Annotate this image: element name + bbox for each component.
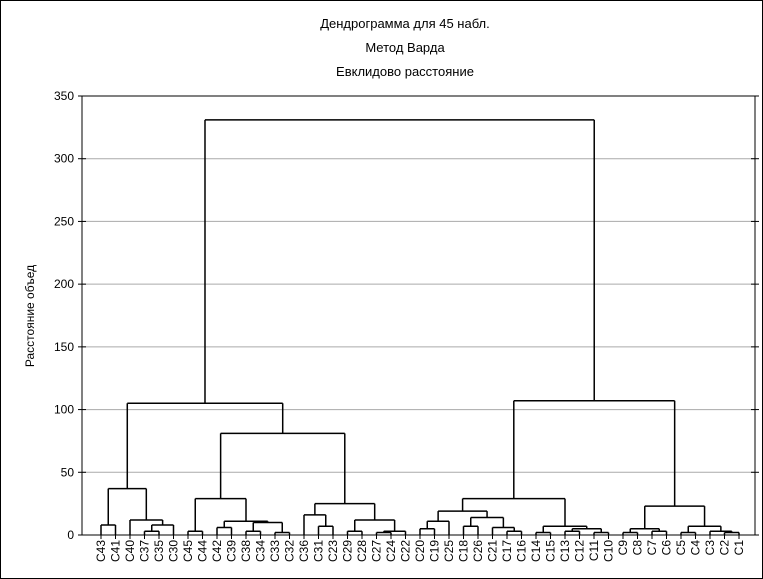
x-tick-label: C13 [558,540,572,562]
merge-link [100,524,117,535]
x-tick-label: C17 [500,540,514,562]
x-tick-label: C38 [239,540,253,562]
plot-frame [81,95,756,536]
x-tick-label: C20 [413,540,427,562]
y-tick-label: 250 [54,214,74,228]
merge-link [426,520,450,535]
x-tick-label: C37 [138,540,152,562]
x-tick-label: C16 [515,540,529,562]
x-tick-label: C21 [486,540,500,562]
x-tick-label: C7 [645,540,659,556]
y-tick-label: 50 [61,465,75,479]
chart-subtitle: Метод Варда [365,40,445,55]
x-tick-label: C39 [225,540,239,562]
x-tick-label: C28 [355,540,369,562]
x-tick-label: C30 [167,540,181,562]
y-axis-label: Расстояние объед [23,265,37,367]
x-tick-label: C2 [718,540,732,556]
merge-link [314,502,376,520]
merge-link [204,119,595,404]
y-tick-label: 0 [67,528,74,542]
y-tick-label: 200 [54,277,74,291]
x-tick-label: C34 [254,540,268,562]
x-tick-label: C8 [631,540,645,556]
x-tick-label: C4 [689,540,703,556]
x-tick-label: C12 [573,540,587,562]
merge-link [437,510,488,522]
x-tick-label: C42 [210,540,224,562]
x-tick-label: C6 [660,540,674,556]
x-tick-label: C27 [370,540,384,562]
y-tick-label: 150 [54,340,74,354]
x-tick-label: C3 [703,540,717,556]
x-tick-label: C15 [544,540,558,562]
x-tick-label: C19 [428,540,442,562]
merge-link [223,520,269,528]
x-tick-label: C31 [312,540,326,562]
grid [82,95,755,536]
y-tick-label: 350 [54,89,74,103]
merge-link [219,432,346,504]
x-tick-label: C5 [674,540,688,556]
merge-link [129,519,164,535]
merge-link [571,527,602,533]
x-tick-label: C40 [123,540,137,562]
x-tick-label: C10 [602,540,616,562]
x-tick-label: C41 [109,540,123,562]
x-tick-label: C23 [326,540,340,562]
x-tick-label: C11 [587,540,601,561]
chart-title: Дендрограмма для 45 набл. [320,16,490,31]
merge-link [461,497,566,527]
x-tick-label: C33 [268,540,282,562]
merge-link [629,527,660,533]
x-tick-label: C45 [181,540,195,562]
x-tick-label: C1 [732,540,746,556]
x-tick-label: C24 [384,540,398,562]
merge-link [354,519,396,532]
x-tick-label: C29 [341,540,355,562]
merge-link [194,497,247,532]
x-tick-label: C14 [529,540,543,562]
merge-link [151,524,175,535]
x-tick-label: C44 [196,540,210,562]
merge-link [419,527,436,535]
x-tick-label: C32 [283,540,297,562]
x-tick-label: C26 [471,540,485,562]
x-tick-label: C9 [616,540,630,556]
chart-subtitle: Евклидово расстояние [336,64,474,79]
x-tick-label: C25 [442,540,456,562]
x-tick-label: C18 [457,540,471,562]
y-tick-label: 100 [54,403,74,417]
y-tick-label: 300 [54,152,74,166]
x-tick-label: C22 [399,540,413,562]
x-tick-label: C43 [94,540,108,562]
x-tick-label: C36 [297,540,311,562]
x-tick-label: C35 [152,540,166,562]
